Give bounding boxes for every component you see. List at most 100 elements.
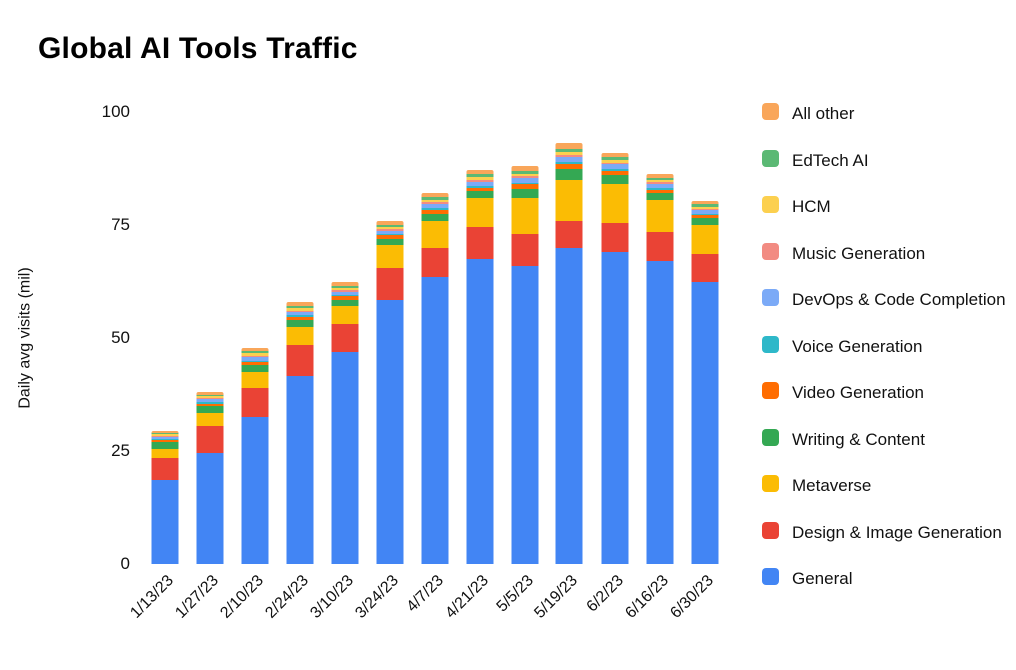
bar-segment bbox=[646, 261, 673, 564]
bar-segment bbox=[511, 173, 538, 177]
bar-segment bbox=[331, 291, 358, 296]
bar-segment bbox=[646, 173, 673, 178]
legend-label: Design & Image Generation bbox=[792, 522, 1002, 542]
legend-swatch bbox=[762, 568, 779, 585]
bar-segment bbox=[691, 210, 718, 214]
bar-segment bbox=[286, 315, 313, 317]
bar-segment bbox=[646, 200, 673, 232]
bar-segment bbox=[286, 311, 313, 316]
bar-segment bbox=[376, 299, 403, 564]
bar-segment bbox=[511, 166, 538, 171]
bar-segment bbox=[151, 442, 178, 449]
legend-label: Video Generation bbox=[792, 383, 925, 402]
bar-segment bbox=[196, 402, 223, 404]
legend-item: Design & Image Generation bbox=[762, 520, 1010, 546]
legend-swatch bbox=[762, 289, 779, 306]
bar-segment bbox=[511, 188, 538, 198]
plot-area bbox=[142, 112, 727, 564]
bar-segment bbox=[466, 227, 493, 259]
legend-swatch bbox=[762, 196, 779, 213]
bar-segment bbox=[601, 159, 628, 163]
bar-segment bbox=[555, 155, 583, 158]
legend-swatch bbox=[762, 428, 779, 446]
legend-item: Video Generation bbox=[762, 380, 1010, 406]
bar bbox=[151, 112, 178, 564]
bar-segment bbox=[601, 222, 628, 253]
legend-label: Writing & Content bbox=[792, 429, 925, 449]
bar-segment bbox=[601, 252, 628, 564]
bar-segment bbox=[331, 324, 358, 352]
bar-segment bbox=[331, 282, 358, 286]
bar-segment bbox=[151, 457, 178, 481]
bar-segment bbox=[601, 170, 628, 176]
bar-segment bbox=[151, 448, 178, 458]
bar-segment bbox=[376, 230, 403, 235]
bar-segment bbox=[466, 191, 493, 198]
bar bbox=[286, 112, 313, 564]
bar-segment bbox=[421, 199, 448, 203]
bar-segment bbox=[376, 238, 403, 246]
bar bbox=[196, 112, 223, 564]
y-tick-label: 50 bbox=[111, 328, 130, 347]
y-axis-title: Daily avg visits (mil) bbox=[6, 112, 46, 564]
bar-segment bbox=[601, 164, 628, 169]
legend-item: Metaverse bbox=[762, 473, 1010, 499]
bar-segment bbox=[241, 355, 268, 358]
bar-segment bbox=[646, 188, 673, 190]
bar-segment bbox=[196, 426, 223, 454]
legend-item: Music Generation bbox=[762, 241, 1010, 267]
legend-label: Music Generation bbox=[792, 243, 926, 263]
bar-segment bbox=[511, 197, 538, 235]
legend-swatch bbox=[762, 335, 779, 353]
bar-segment bbox=[511, 265, 538, 564]
bar-segment bbox=[511, 176, 538, 179]
legend-item: General bbox=[762, 566, 1010, 592]
bar-segment bbox=[421, 220, 448, 248]
bar-segment bbox=[151, 439, 178, 442]
bar-segment bbox=[421, 276, 448, 564]
bar-segment bbox=[646, 179, 673, 183]
bar-segment bbox=[151, 436, 178, 439]
legend-item: All other bbox=[762, 101, 1010, 127]
bar-segment bbox=[196, 394, 223, 397]
bar-segment bbox=[421, 210, 448, 214]
bar-segment bbox=[196, 396, 223, 399]
y-axis-title-text: Daily avg visits (mil) bbox=[17, 267, 34, 409]
bar-segment bbox=[286, 302, 313, 306]
bar-segment bbox=[691, 281, 718, 564]
x-tick-label-text: 1/13/23 bbox=[126, 572, 177, 622]
bar-segment bbox=[286, 376, 313, 564]
bar-segment bbox=[646, 231, 673, 262]
bar-segment bbox=[646, 183, 673, 188]
bar-segment bbox=[466, 187, 493, 192]
chart-title: Global AI Tools Traffic bbox=[38, 32, 358, 65]
bar-segment bbox=[286, 316, 313, 320]
legend-label: General bbox=[792, 569, 853, 588]
legend: All other EdTech AI HCM Music Generation Dev… bbox=[762, 101, 1010, 592]
bar-segment bbox=[376, 234, 403, 236]
bar-segment bbox=[601, 157, 628, 160]
legend-item: EdTech AI bbox=[762, 148, 1010, 174]
y-tick-label: 100 bbox=[101, 102, 130, 121]
y-axis-ticks: 0 25 50 75 100 bbox=[60, 102, 130, 573]
bar-segment bbox=[421, 202, 448, 205]
bar-segment bbox=[601, 175, 628, 185]
bar-segment bbox=[466, 169, 493, 175]
bar-segment bbox=[691, 215, 718, 219]
bar-segment bbox=[466, 181, 493, 186]
bar-segment bbox=[601, 169, 628, 171]
bar-segment bbox=[286, 326, 313, 345]
bar-segment bbox=[241, 353, 268, 356]
bar-segment bbox=[376, 245, 403, 268]
legend-swatch bbox=[762, 521, 779, 539]
bar-segment bbox=[646, 189, 673, 194]
bar-segment bbox=[241, 357, 268, 361]
bar-segment bbox=[286, 306, 313, 309]
y-tick-label: 0 bbox=[120, 554, 130, 573]
bar bbox=[331, 112, 358, 564]
bar-segment bbox=[555, 143, 583, 149]
bar bbox=[241, 112, 268, 564]
bar-segment bbox=[151, 438, 178, 440]
bar bbox=[421, 112, 448, 564]
